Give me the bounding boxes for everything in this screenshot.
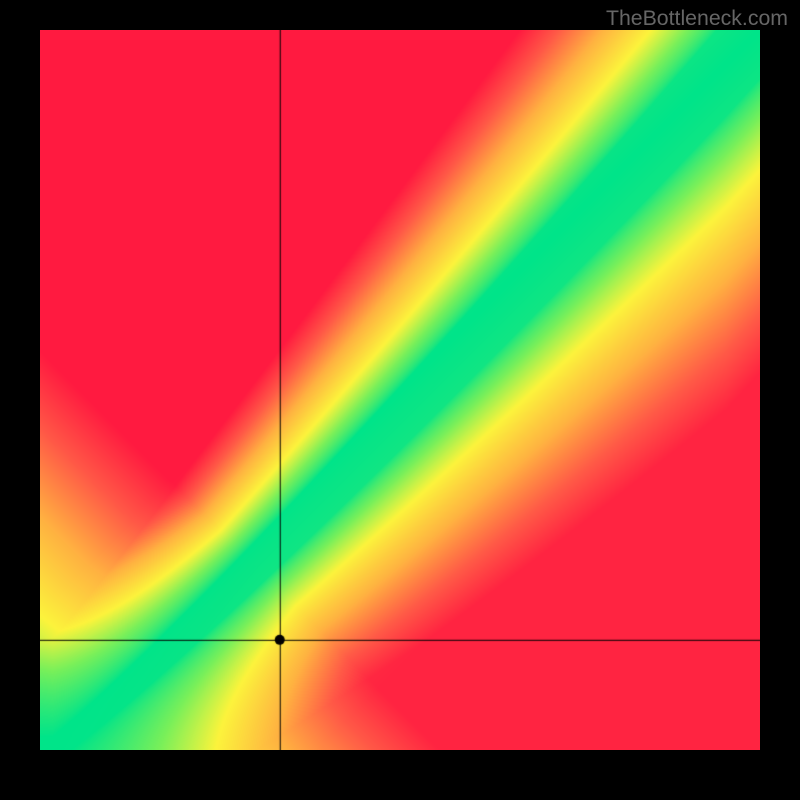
watermark-text: TheBottleneck.com [606, 6, 788, 31]
chart-container: TheBottleneck.com [0, 0, 800, 800]
heatmap-canvas [40, 30, 760, 750]
heatmap-frame [40, 30, 760, 750]
